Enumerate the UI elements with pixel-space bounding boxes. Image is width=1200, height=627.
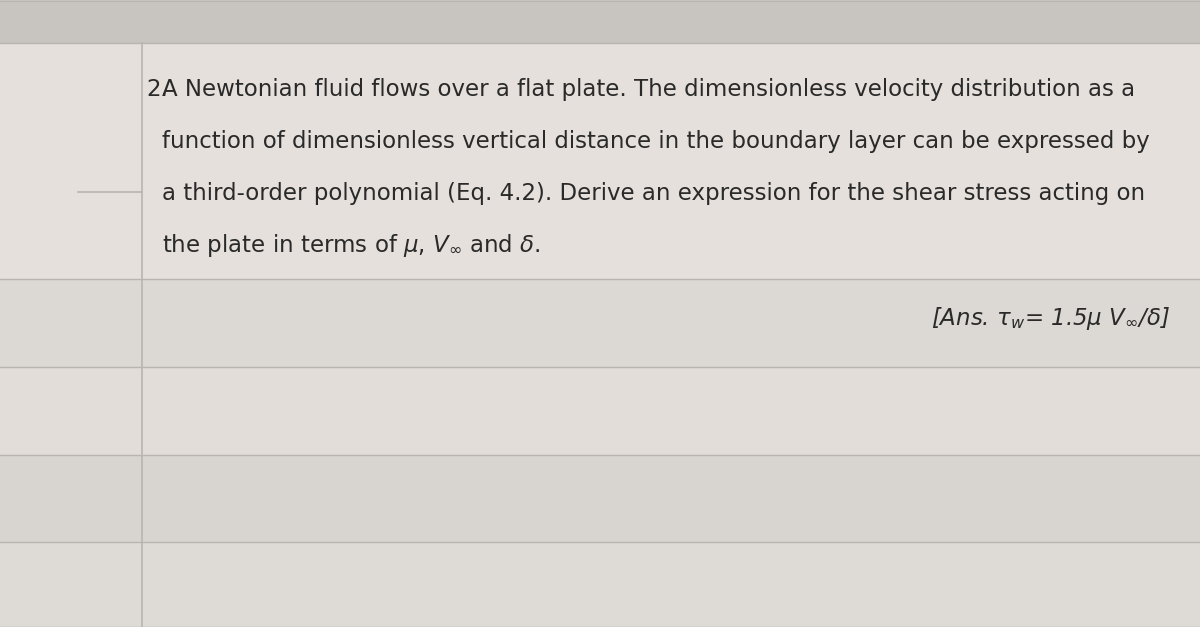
Text: the plate in terms of $\mu$, $V_\infty$ and $\delta$.: the plate in terms of $\mu$, $V_\infty$ … (162, 232, 540, 260)
Bar (0, 455, 1200, 542)
Bar (0, 43, 1200, 279)
Bar (0, 542, 1200, 627)
Bar (0, 0, 1200, 43)
Text: a third-order polynomial (Eq. 4.2). Derive an expression for the shear stress ac: a third-order polynomial (Eq. 4.2). Deri… (162, 182, 1145, 205)
Text: A Newtonian fluid flows over a flat plate. The dimensionless velocity distributi: A Newtonian fluid flows over a flat plat… (162, 78, 1135, 101)
Text: [Ans. $\tau_w$= 1.5$\mu$ $V_\infty$/$\delta$]: [Ans. $\tau_w$= 1.5$\mu$ $V_\infty$/$\de… (931, 305, 1170, 332)
Bar (0, 279, 1200, 367)
Text: function of dimensionless vertical distance in the boundary layer can be express: function of dimensionless vertical dista… (162, 130, 1150, 153)
Bar (0, 367, 1200, 455)
Text: 2.: 2. (146, 78, 168, 101)
